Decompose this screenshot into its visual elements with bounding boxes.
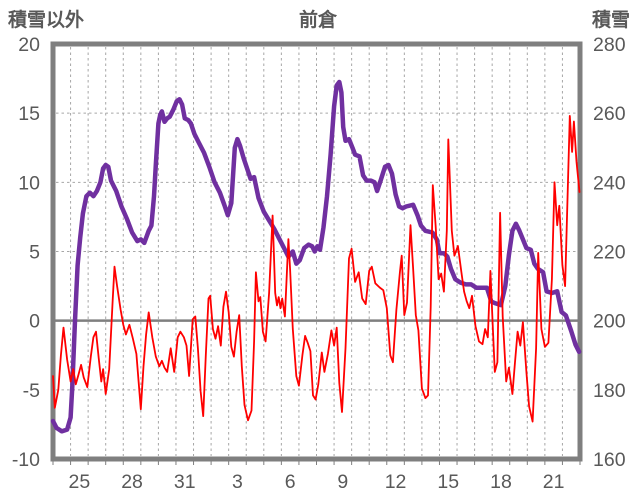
left-axis-tick-label: 10 — [18, 172, 40, 194]
left-axis-tick-label: 0 — [29, 311, 40, 333]
plot-frame — [50, 41, 583, 462]
chart-title: 前倉 — [298, 10, 338, 31]
x-axis-tick-label: 6 — [285, 471, 296, 493]
right-axis-tick-label: 200 — [593, 311, 626, 333]
right-axis-tick-label: 240 — [593, 172, 626, 194]
x-axis-tick-label: 21 — [543, 471, 565, 493]
x-axis-tick-label: 12 — [385, 471, 407, 493]
red-series-line — [52, 115, 581, 423]
right-axis-tick-label: 280 — [593, 34, 626, 56]
x-axis-tick-label: 28 — [121, 471, 143, 493]
left-axis-title: 積雪以外 — [8, 10, 85, 31]
right-axis-tick-label: 180 — [593, 380, 626, 402]
x-axis-tick-label: 15 — [437, 471, 459, 493]
x-axis-tick-label: 3 — [232, 471, 243, 493]
right-axis-title: 積雪 — [591, 10, 630, 31]
x-axis-tick-label: 18 — [490, 471, 512, 493]
left-axis-tick-label: -5 — [23, 380, 40, 402]
x-axis-tick-label: 9 — [337, 471, 348, 493]
purple-series-line — [50, 79, 582, 434]
x-axis-tick-label: 25 — [68, 471, 90, 493]
left-axis-tick-label: 20 — [18, 34, 40, 56]
left-axis-tick-label: 15 — [18, 103, 40, 125]
left-axis-tick-label: 5 — [29, 242, 40, 264]
left-axis-tick-label: -10 — [12, 449, 40, 471]
right-axis-tick-label: 220 — [593, 242, 626, 264]
right-axis-tick-label: 260 — [593, 103, 626, 125]
right-axis-tick-label: 160 — [593, 449, 626, 471]
x-axis-tick-label: 31 — [174, 471, 196, 493]
